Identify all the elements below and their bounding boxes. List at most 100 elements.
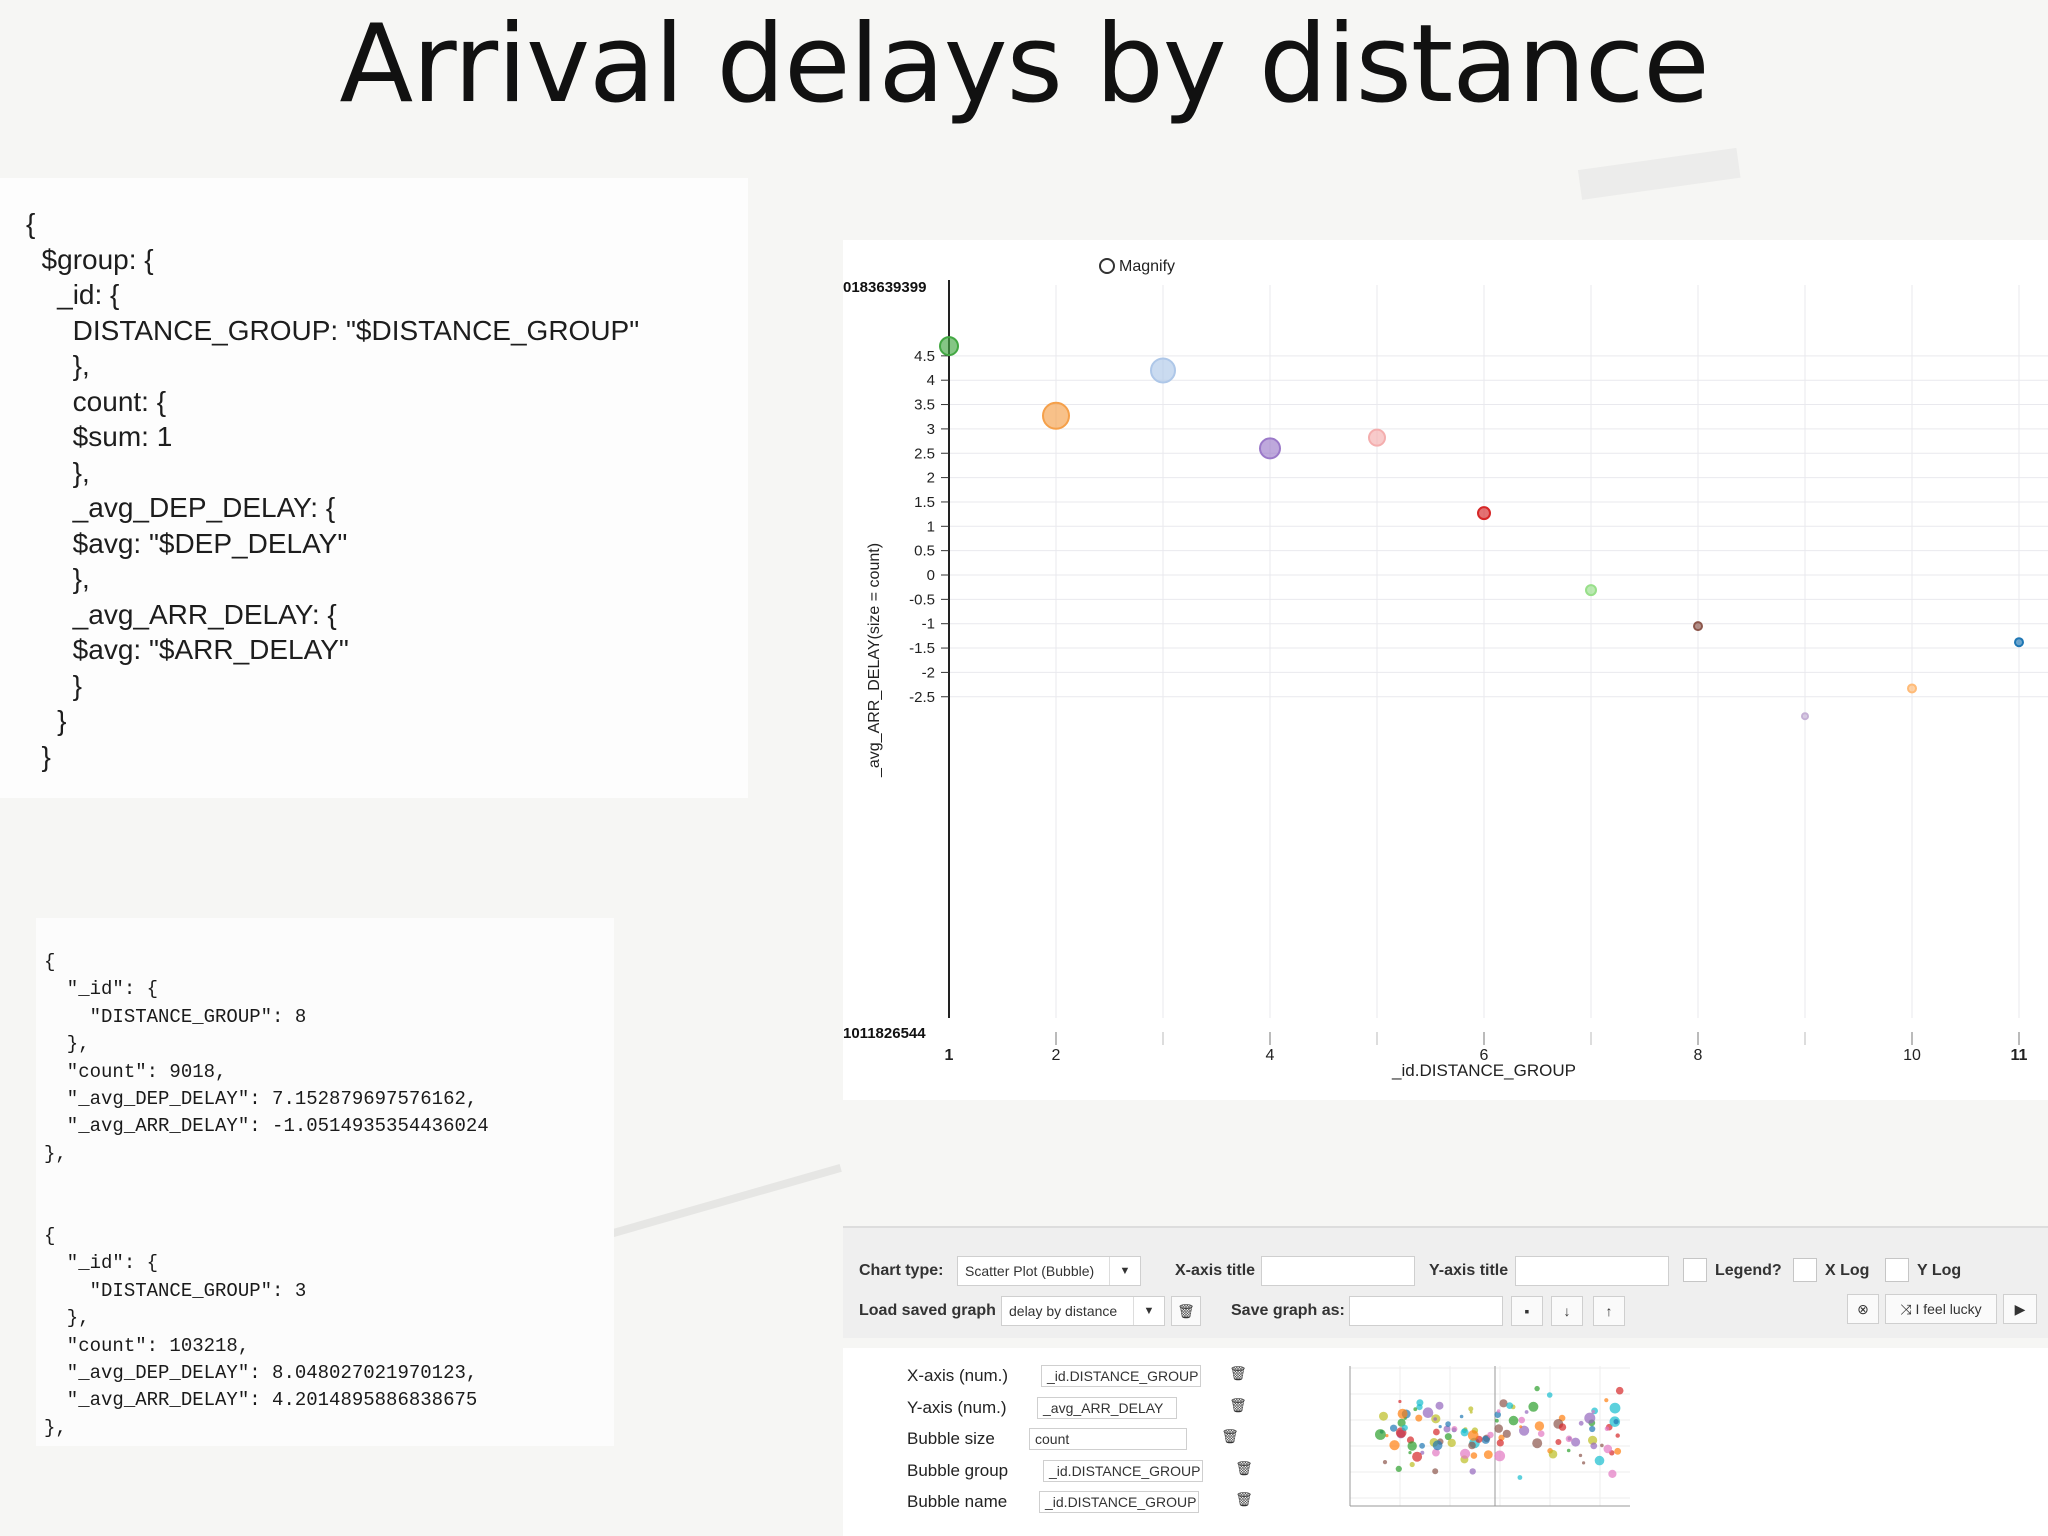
thumb-point [1508,1415,1519,1426]
thumb-point [1413,1407,1418,1412]
chart-panel: 4.5 4 3.5 3 2.5 2 1.5 1 0.5 0 -0.5 -1 -1.5 -2 -2.5 1 2 4 6… [843,240,2048,1100]
json-line: }, [44,1142,67,1165]
x-log-checkbox[interactable] [1793,1258,1817,1282]
thumb-point [1407,1441,1417,1451]
thumb-point [1532,1438,1543,1449]
thumb-point [1422,1407,1434,1418]
trash-icon[interactable]: 🗑 [1229,1365,1247,1381]
data-points [939,336,2024,721]
data-point [1907,683,1917,694]
magnify-toggle[interactable]: Magnify [1099,258,1175,275]
thumb-point [1566,1448,1571,1453]
x-axis-title-input[interactable] [1261,1256,1415,1286]
data-point [1368,428,1386,447]
thumb-point [1608,1469,1617,1478]
thumb-point [1433,1428,1440,1436]
load-saved-graph-label: Load saved graph [859,1302,996,1319]
trash-icon[interactable]: 🗑 [1235,1459,1253,1476]
thumb-point [1487,1431,1494,1439]
thumb-point [1548,1449,1558,1459]
y-min-label: 1011826544 [843,1025,926,1042]
chart-type-value: Scatter Plot (Bubble) [965,1263,1095,1279]
thumb-point [1496,1439,1504,1447]
y-tick-label: -1.5 [909,640,935,657]
mapping-field[interactable]: _id.DISTANCE_GROUP [1041,1365,1201,1387]
thumb-point [1432,1468,1439,1475]
y-tick-label: 3 [927,421,935,438]
thumb-point [1382,1460,1388,1465]
chart-type-select[interactable]: Scatter Plot (Bubble) ▼ [957,1256,1141,1286]
data-point [1150,357,1176,384]
y-tick-label: 0 [927,567,935,584]
data-point [1042,401,1070,430]
magnify-radio-icon[interactable] [1099,258,1115,274]
chevron-down-icon: ▼ [1133,1297,1164,1325]
thumb-point [1537,1430,1545,1437]
y-tick-label: 2 [927,470,935,487]
thumb-point [1600,1443,1604,1448]
save-graph-button[interactable]: ▪ [1511,1296,1543,1326]
code-line: $sum: 1 [26,421,173,452]
thumb-point [1385,1434,1389,1438]
y-tick-label: 1 [927,518,935,535]
trash-icon[interactable]: 🗑 [1229,1396,1247,1413]
y-max-label: 0183639399 [843,279,926,296]
mapping-label: X-axis (num.) [907,1366,1009,1385]
mapping-field[interactable]: count [1029,1428,1187,1450]
upload-graph-button[interactable]: ↑ [1593,1296,1625,1326]
mapping-label: Bubble group [907,1460,1009,1480]
data-point [939,336,959,357]
thumb-point [1416,1399,1424,1407]
thumb-point [1517,1475,1523,1480]
thumb-point [1565,1435,1573,1443]
thumb-point [1408,1451,1412,1455]
x-tick-label: 4 [1266,1047,1275,1064]
x-tick-label: 2 [1052,1047,1061,1064]
thumb-point [1483,1450,1493,1459]
json-line: "DISTANCE_GROUP": 8 [44,1005,307,1028]
json-line: "_avg_DEP_DELAY": 7.152879697576162, [44,1088,478,1110]
thumb-point [1494,1411,1501,1418]
trash-icon[interactable]: 🗑 [1221,1428,1239,1444]
save-graph-as-input[interactable] [1349,1296,1503,1326]
json-line: }, [44,1307,90,1330]
json-line: "_id": { [44,978,159,1001]
json-line: "count": 103218, [44,1334,250,1357]
thumb-point [1481,1435,1490,1444]
trash-icon: 🗑 [1177,1303,1195,1319]
mapping-field[interactable]: _id.DISTANCE_GROUP [1039,1491,1199,1513]
delete-saved-graph-button[interactable]: 🗑 [1171,1296,1201,1326]
thumb-point [1438,1425,1442,1429]
y-log-checkbox[interactable] [1885,1258,1909,1282]
legend-checkbox[interactable] [1683,1258,1707,1282]
x-tick-label: 11 [2011,1047,2028,1064]
y-tick-label: 4 [927,372,935,389]
code-line: }, [26,563,90,594]
y-axis-title-input[interactable] [1515,1256,1669,1286]
y-tick-label: 4.5 [914,348,935,365]
download-graph-button[interactable]: ↓ [1551,1296,1583,1326]
code-line: $avg: "$DEP_DELAY" [26,527,348,559]
thumb-point [1494,1424,1503,1433]
json-line: "_avg_DEP_DELAY": 8.048027021970123, [44,1362,478,1384]
slide-title: Arrival delays by distance [339,2,1709,127]
thumb-point [1460,1428,1469,1437]
i-feel-lucky-button[interactable]: ⤨ I feel lucky [1885,1294,1997,1324]
thumb-point [1589,1425,1596,1433]
thumb-point [1494,1450,1506,1462]
play-button[interactable]: ▶ [2003,1294,2037,1324]
trash-icon[interactable]: 🗑 [1235,1491,1253,1507]
thumb-point [1470,1452,1478,1459]
clear-graph-button[interactable]: ⊗ [1847,1294,1879,1324]
thumb-point [1397,1408,1408,1419]
play-icon: ▶ [2014,1301,2026,1317]
y-tick-label: -1 [922,616,935,633]
mapping-label: Bubble name [907,1492,1008,1511]
code-line: _avg_DEP_DELAY: { [26,492,336,523]
thumb-point [1502,1429,1511,1438]
thumb-point [1609,1402,1621,1414]
mapping-field[interactable]: _avg_ARR_DELAY [1037,1396,1177,1419]
load-saved-graph-select[interactable]: delay by distance ▼ [1001,1296,1165,1326]
mapping-field[interactable]: _id.DISTANCE_GROUP [1043,1459,1203,1482]
data-point [1693,621,1703,632]
